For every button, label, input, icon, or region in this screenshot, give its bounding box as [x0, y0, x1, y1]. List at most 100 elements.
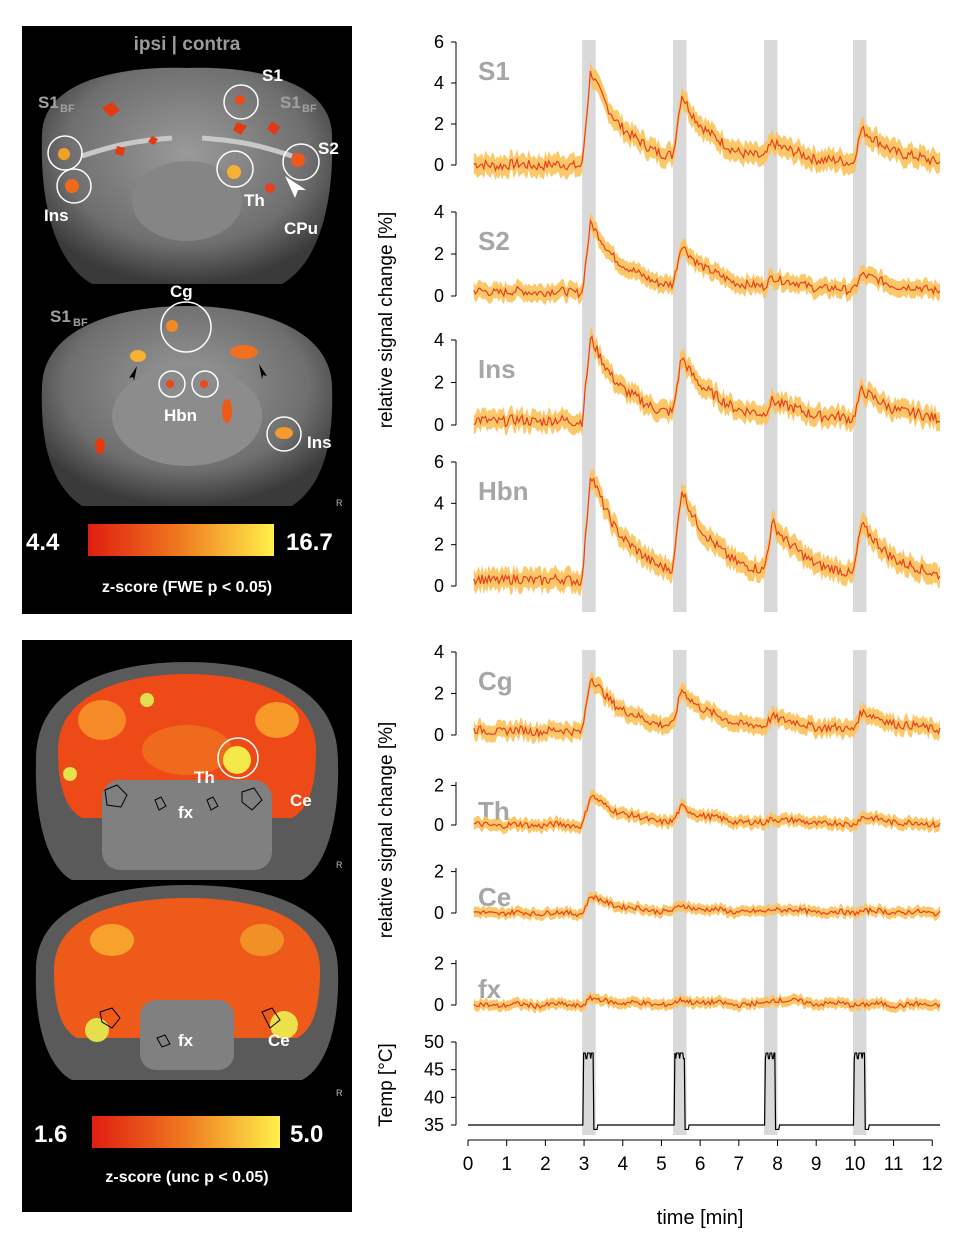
label-th-top: Th: [244, 191, 265, 210]
hemisphere-header: ipsi | contra: [134, 34, 241, 55]
label-hbn: Hbn: [164, 406, 197, 425]
colorbar-bottom-caption: z-score (unc p < 0.05): [105, 1169, 268, 1186]
colorbar-bottom-min: 1.6: [34, 1121, 67, 1148]
series-line-S1: [473, 70, 941, 173]
series-line-Th: [473, 794, 941, 830]
label-s1bf-slice2: S1: [50, 307, 71, 326]
series-label-S1: S1: [478, 56, 510, 86]
series-line-Cg: [473, 677, 941, 739]
series-label-fx: fx: [478, 974, 502, 1004]
brain-panel-top-svg: ipsi | contra S1 S1 BF S1 BF S2 Ins Th: [26, 34, 343, 596]
x-tick-label: 9: [811, 1154, 822, 1175]
series-line-S2: [473, 218, 941, 299]
y-tick-label-Cg: 4: [434, 642, 444, 662]
label-s2: S2: [318, 139, 339, 158]
stimulus-bar: [852, 40, 867, 612]
colorbar-top: [88, 524, 274, 556]
y-tick-label-Cg: 0: [434, 725, 444, 745]
brain-slice-1: [41, 67, 333, 284]
y-tick-label-S2: 4: [434, 202, 444, 222]
series-label-Hbn: Hbn: [478, 476, 529, 506]
y-axis-label-group-1: relative signal change [%]: [376, 212, 397, 429]
y-tick-label-Th: 2: [434, 775, 444, 795]
y-tick-label-Hbn: 0: [434, 576, 444, 596]
y-tick-label-Cg: 2: [434, 684, 444, 704]
colorbar-top-min: 4.4: [26, 529, 60, 556]
y-axis-label-group-2: relative signal change [%]: [376, 722, 397, 939]
confidence-band-S1: [473, 60, 940, 181]
y-tick-label-temp: 40: [424, 1087, 444, 1107]
colorbar-top-max: 16.7: [286, 529, 333, 556]
y-tick-label-fx: 2: [434, 954, 444, 974]
y-tick-label-Ins: 2: [434, 373, 444, 393]
y-tick-label-S2: 0: [434, 286, 444, 306]
stimulus-bar: [673, 650, 687, 1135]
label-s1-top: S1: [262, 66, 283, 85]
brain-slice-3: [35, 662, 339, 880]
y-tick-label-temp: 35: [424, 1115, 444, 1135]
label-s1bf-left: S1: [38, 93, 59, 112]
stimulus-bar: [763, 40, 778, 612]
y-tick-label-temp: 45: [424, 1060, 444, 1080]
y-tick-label-S1: 0: [434, 155, 444, 175]
x-tick-label: 2: [540, 1154, 551, 1175]
label-s1bf-right: S1: [280, 93, 301, 112]
stimulus-bar: [763, 650, 778, 1135]
y-tick-label-S1: 4: [434, 73, 444, 93]
series-label-S2: S2: [478, 226, 510, 256]
colorbar-bottom: [92, 1116, 280, 1148]
y-tick-label-Hbn: 4: [434, 493, 444, 513]
temperature-line: [468, 1052, 940, 1131]
x-tick-label: 12: [922, 1154, 943, 1175]
series-label-Cg: Cg: [478, 666, 513, 696]
y-tick-label-Hbn: 6: [434, 452, 444, 472]
y-tick-label-Ins: 0: [434, 415, 444, 435]
x-tick-label: 11: [884, 1154, 904, 1175]
y-tick-label-Ins: 4: [434, 330, 444, 350]
confidence-band-Ins: [473, 326, 940, 437]
stimulus-bar: [582, 40, 596, 612]
y-axis-label-temp: Temp [°C]: [376, 1043, 397, 1127]
series-label-Ins: Ins: [478, 354, 516, 384]
colorbar-top-caption: z-score (FWE p < 0.05): [102, 579, 272, 596]
confidence-band-S2: [473, 212, 940, 306]
x-tick-label: 8: [772, 1154, 783, 1175]
confidence-band-Ce: [473, 890, 940, 922]
y-tick-label-Ce: 0: [434, 903, 444, 923]
y-tick-label-Ce: 2: [434, 862, 444, 882]
series-line-Ce: [473, 894, 941, 918]
y-tick-label-fx: 0: [434, 995, 444, 1015]
stimulus-bar: [673, 40, 687, 612]
x-tick-label: 10: [844, 1154, 865, 1175]
series-line-Ins: [473, 334, 941, 428]
brain-slice-4: [35, 885, 339, 1080]
x-axis-label: time [min]: [657, 1207, 744, 1229]
x-tick-label: 5: [656, 1154, 667, 1175]
colorbar-bottom-max: 5.0: [290, 1121, 323, 1148]
label-ce-bottom-1: Ce: [290, 791, 312, 810]
orientation-mark-bottom-1: R: [336, 860, 343, 870]
x-tick-label: 1: [501, 1154, 512, 1175]
brain-panel-top: ipsi | contra S1 S1 BF S1 BF S2 Ins Th: [22, 26, 352, 614]
label-cpu: CPu: [284, 219, 318, 238]
y-tick-label-S2: 2: [434, 244, 444, 264]
label-s1bf-left-sub: BF: [60, 103, 75, 115]
label-ce-bottom-2: Ce: [268, 1031, 290, 1050]
brain-panel-bottom: Th fx Ce R fx Ce R 1.6 5.0 z-score (unc …: [22, 640, 352, 1212]
brain-slice-2: [41, 301, 333, 506]
label-fx-bottom-2: fx: [178, 1031, 194, 1050]
series-line-fx: [473, 994, 941, 1010]
label-ins-top: Ins: [44, 206, 69, 225]
y-tick-label-Hbn: 2: [434, 535, 444, 555]
confidence-band-Hbn: [473, 468, 940, 596]
y-tick-label-S1: 6: [434, 32, 444, 52]
stimulus-bar: [582, 650, 596, 1135]
orientation-mark-top: R: [336, 498, 343, 508]
label-fx-bottom-1: fx: [178, 803, 194, 822]
y-tick-label-S1: 2: [434, 114, 444, 134]
label-s1bf-right-sub: BF: [302, 103, 317, 115]
label-th-bottom: Th: [194, 768, 215, 787]
orientation-mark-bottom-2: R: [336, 1088, 343, 1098]
x-tick-label: 7: [734, 1154, 745, 1175]
y-tick-label-temp: 50: [424, 1032, 444, 1052]
